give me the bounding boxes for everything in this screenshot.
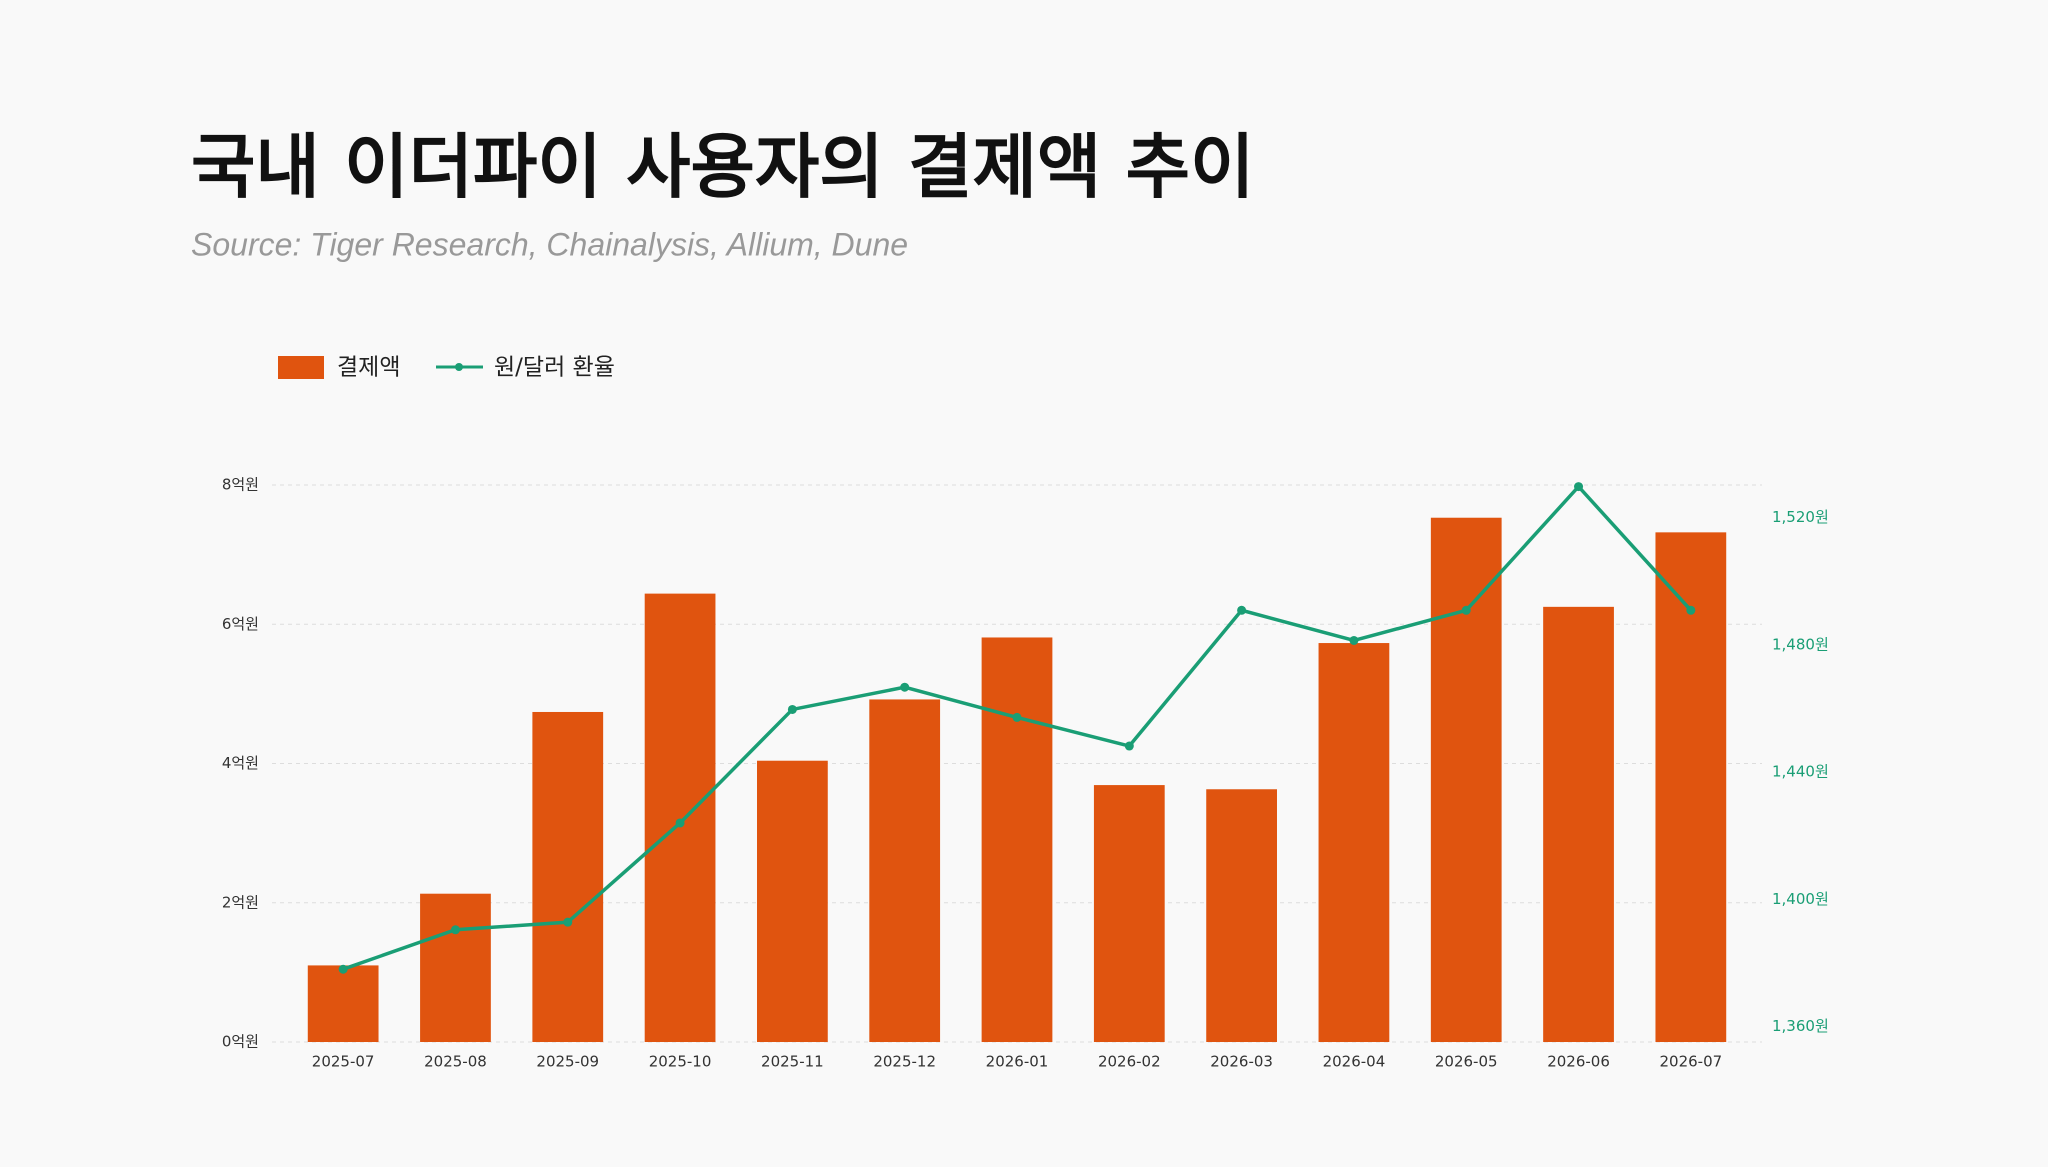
line-point [563, 917, 573, 927]
x-tick-label: 2025-12 [873, 1053, 936, 1071]
x-tick-label: 2025-07 [312, 1053, 375, 1071]
line-point [1124, 741, 1134, 751]
bar [1655, 532, 1727, 1042]
bar [981, 637, 1053, 1042]
y2-tick-label: 1,400원 [1772, 890, 1829, 908]
x-tick-label: 2026-01 [986, 1053, 1049, 1071]
x-tick-label: 2025-08 [424, 1053, 487, 1071]
x-tick-label: 2026-05 [1435, 1053, 1498, 1071]
line-point [450, 925, 460, 935]
bar [1430, 517, 1502, 1042]
legend-label: 원/달러 환율 [494, 355, 615, 381]
chart-subtitle: Source: Tiger Research, Chainalysis, All… [191, 226, 908, 262]
x-tick-label: 2025-09 [536, 1053, 599, 1071]
bar [1093, 785, 1165, 1042]
bar [532, 711, 604, 1042]
bar [1206, 789, 1277, 1042]
legend-swatch [278, 356, 324, 379]
line-point [787, 704, 797, 714]
x-tick-label: 2025-11 [761, 1053, 824, 1071]
x-tick-label: 2026-02 [1098, 1053, 1161, 1071]
bar [644, 593, 716, 1042]
line-point [338, 964, 348, 974]
x-tick-label: 2026-07 [1660, 1053, 1723, 1071]
legend-dot [455, 363, 463, 371]
y-tick-label: 6억원 [222, 615, 259, 633]
line-point [675, 818, 685, 828]
y2-tick-label: 1,480원 [1772, 635, 1829, 653]
bar [307, 965, 379, 1042]
y-tick-label: 2억원 [222, 893, 259, 911]
y2-tick-label: 1,360원 [1772, 1017, 1829, 1035]
y2-tick-label: 1,520원 [1772, 508, 1829, 526]
bar [869, 699, 941, 1042]
y-tick-label: 0억원 [222, 1033, 259, 1051]
y-tick-label: 4억원 [222, 754, 259, 772]
line-point [1461, 605, 1471, 615]
line-point [1237, 605, 1247, 615]
line-point [1686, 605, 1696, 615]
line-point [1349, 635, 1359, 645]
y2-tick-label: 1,440원 [1772, 763, 1829, 781]
line-point [900, 682, 910, 692]
x-tick-label: 2026-03 [1210, 1053, 1273, 1071]
legend-label: 결제액 [337, 355, 400, 381]
chart-title: 국내 이더파이 사용자의 결제액 추이 [191, 126, 1254, 208]
x-tick-label: 2025-10 [649, 1053, 712, 1071]
x-tick-label: 2026-04 [1323, 1053, 1386, 1071]
line-point [1012, 712, 1022, 722]
bar [1543, 606, 1614, 1042]
bar [1318, 643, 1390, 1042]
y-tick-label: 8억원 [222, 476, 259, 494]
bar [420, 893, 491, 1042]
line-point [1574, 482, 1584, 492]
x-tick-label: 2026-06 [1547, 1053, 1610, 1071]
bar [757, 760, 828, 1042]
